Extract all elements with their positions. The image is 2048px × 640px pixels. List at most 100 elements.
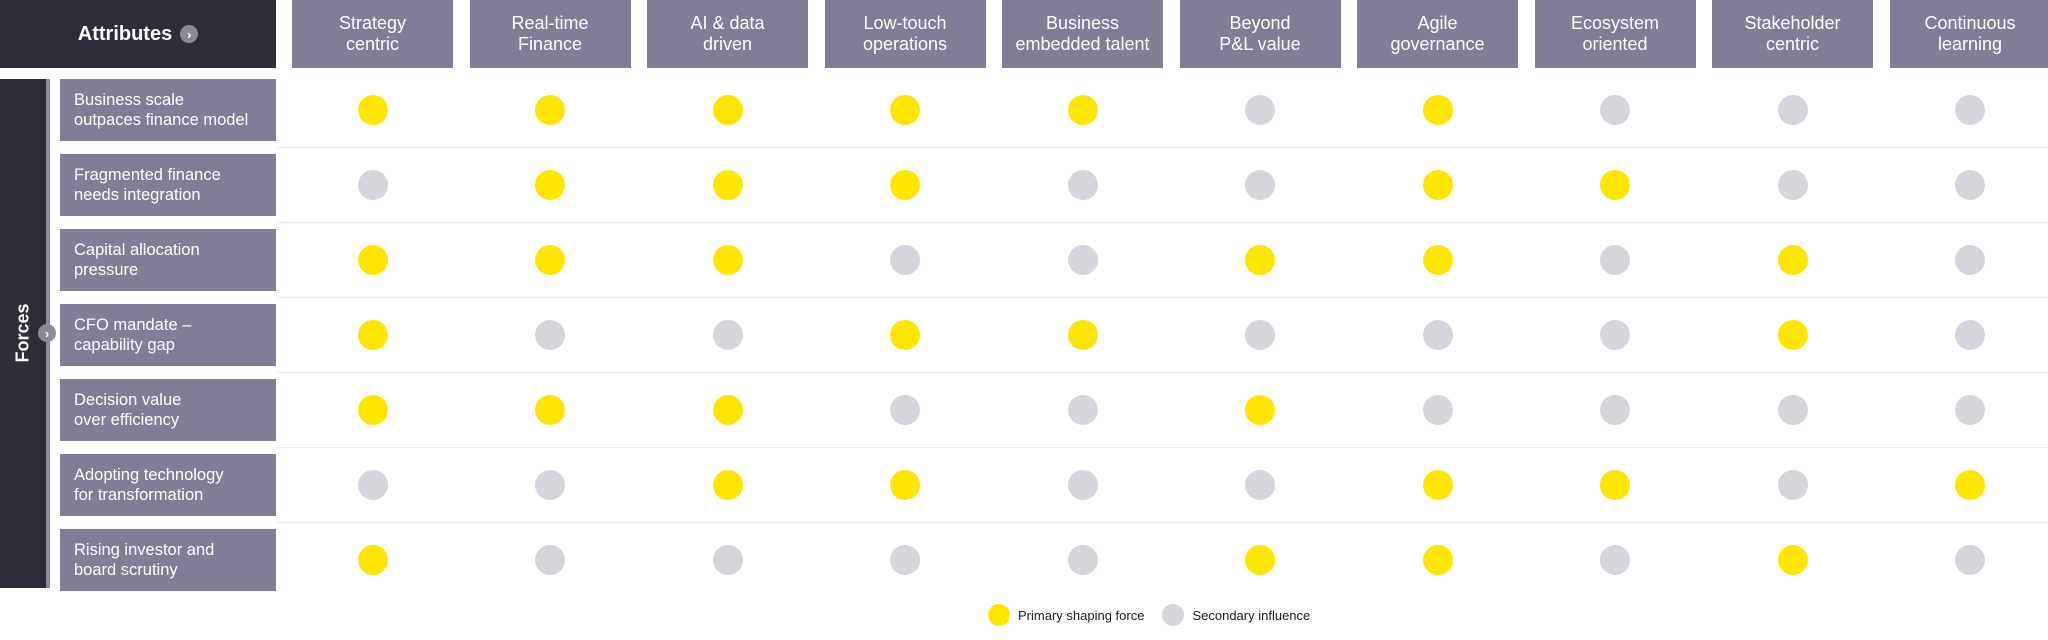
primary-dot-icon <box>988 604 1010 626</box>
secondary-dot <box>1600 320 1630 350</box>
primary-dot <box>1422 245 1453 275</box>
column-header: Stakeholder centric <box>1712 0 1873 68</box>
column-header: Low-touch operations <box>824 0 986 68</box>
chevron-right-icon: › <box>180 25 199 43</box>
primary-dot <box>1245 245 1275 275</box>
secondary-dot <box>1777 395 1808 425</box>
primary-dot <box>1955 470 1985 500</box>
row-header: CFO mandate – capability gap <box>60 304 276 366</box>
primary-dot <box>712 95 743 125</box>
secondary-dot <box>1955 545 1985 575</box>
primary-dot <box>535 95 565 125</box>
primary-dot <box>1777 545 1808 575</box>
legend-secondary: Secondary influence <box>1162 604 1310 626</box>
primary-dot <box>1777 245 1808 275</box>
secondary-dot <box>1600 245 1630 275</box>
row-header: Adopting technology for transformation <box>60 454 276 516</box>
secondary-dot <box>1067 395 1098 425</box>
column-header: Strategy centric <box>292 0 453 68</box>
column-header: Continuous learning <box>1889 0 2048 68</box>
secondary-dot <box>1777 470 1808 500</box>
column-header: Business embedded talent <box>1002 0 1163 68</box>
secondary-dot <box>535 320 565 350</box>
row-header: Business scale outpaces finance model <box>60 79 276 141</box>
column-header: Ecosystem oriented <box>1534 0 1696 68</box>
secondary-dot-icon <box>1162 604 1185 626</box>
row-header: Fragmented finance needs integration <box>60 154 276 216</box>
row-header: Capital allocation pressure <box>60 229 276 291</box>
primary-dot <box>712 245 743 275</box>
row-divider <box>276 447 2048 448</box>
forces-label: Forces <box>12 303 33 363</box>
attributes-label: Attributes <box>77 22 173 45</box>
secondary-dot <box>1067 245 1098 275</box>
secondary-dot <box>890 545 920 575</box>
secondary-dot <box>1600 545 1630 575</box>
secondary-dot <box>890 245 920 275</box>
row-header: Decision value over efficiency <box>60 379 276 441</box>
secondary-dot <box>1600 95 1630 125</box>
legend-secondary-label: Secondary influence <box>1192 607 1311 623</box>
primary-dot <box>357 395 388 425</box>
row-divider <box>276 522 2048 523</box>
row-divider <box>276 147 2048 148</box>
primary-dot <box>712 395 743 425</box>
primary-dot <box>357 95 388 125</box>
secondary-dot <box>1245 95 1275 125</box>
chevron-right-icon: › <box>38 324 56 342</box>
secondary-dot <box>1955 95 1985 125</box>
secondary-dot <box>357 170 388 200</box>
legend-primary-label: Primary shaping force <box>1018 607 1145 623</box>
column-header: Real-time Finance <box>469 0 631 68</box>
primary-dot <box>535 245 565 275</box>
secondary-dot <box>1422 320 1453 350</box>
column-header: Agile governance <box>1357 0 1518 68</box>
column-header: AI & data driven <box>647 0 808 68</box>
secondary-dot <box>1955 395 1985 425</box>
secondary-dot <box>1422 395 1453 425</box>
primary-dot <box>357 320 388 350</box>
secondary-dot <box>357 470 388 500</box>
column-header: Beyond P&L value <box>1179 0 1341 68</box>
primary-dot <box>712 470 743 500</box>
primary-dot <box>535 170 565 200</box>
primary-dot <box>890 170 920 200</box>
primary-dot <box>1600 170 1630 200</box>
secondary-dot <box>1955 245 1985 275</box>
primary-dot <box>712 170 743 200</box>
primary-dot <box>1777 320 1808 350</box>
secondary-dot <box>890 395 920 425</box>
primary-dot <box>890 470 920 500</box>
secondary-dot <box>1600 395 1630 425</box>
secondary-dot <box>1245 170 1275 200</box>
row-header: Rising investor and board scrutiny <box>60 529 276 591</box>
secondary-dot <box>1245 320 1275 350</box>
secondary-dot <box>1955 170 1985 200</box>
primary-dot <box>1422 170 1453 200</box>
primary-dot <box>1067 320 1098 350</box>
secondary-dot <box>535 470 565 500</box>
primary-dot <box>1422 95 1453 125</box>
secondary-dot <box>1067 545 1098 575</box>
primary-dot <box>1422 545 1453 575</box>
primary-dot <box>1600 470 1630 500</box>
secondary-dot <box>712 545 743 575</box>
secondary-dot <box>1067 170 1098 200</box>
attributes-header: Attributes › <box>0 0 276 68</box>
primary-dot <box>890 320 920 350</box>
primary-dot <box>890 95 920 125</box>
secondary-dot <box>1777 170 1808 200</box>
primary-dot <box>1067 95 1098 125</box>
row-divider <box>276 297 2048 298</box>
secondary-dot <box>1777 95 1808 125</box>
secondary-dot <box>1955 320 1985 350</box>
primary-dot <box>1245 545 1275 575</box>
primary-dot <box>357 545 388 575</box>
secondary-dot <box>712 320 743 350</box>
primary-dot <box>1422 470 1453 500</box>
secondary-dot <box>1245 470 1275 500</box>
primary-dot <box>1245 395 1275 425</box>
primary-dot <box>357 245 388 275</box>
legend: Primary shaping force Secondary influenc… <box>988 604 1328 626</box>
primary-dot <box>535 395 565 425</box>
